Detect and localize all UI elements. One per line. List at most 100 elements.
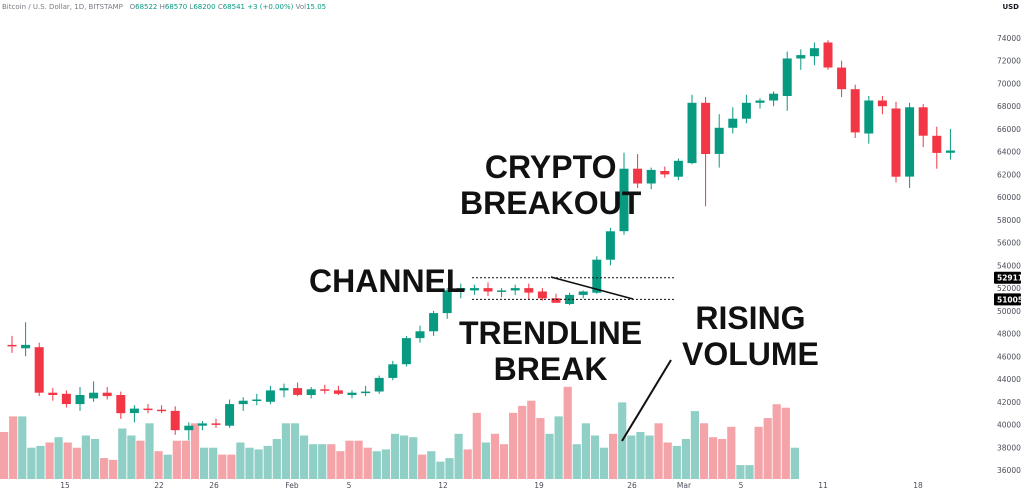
annotation-line: RISING — [695, 300, 806, 336]
volume-bar — [127, 435, 136, 479]
candle-body — [374, 377, 384, 392]
volume-bar — [390, 433, 400, 479]
candle-body — [877, 100, 887, 107]
volume-bar — [109, 459, 118, 479]
change-value: +3 (+0.00%) — [247, 3, 294, 11]
candle-body — [415, 331, 425, 339]
volume-bar — [90, 439, 100, 479]
volume-bar — [481, 442, 490, 479]
candle-body — [21, 344, 31, 349]
candle-body — [116, 395, 126, 414]
volume-bar — [709, 437, 718, 479]
volume-bar — [354, 440, 363, 479]
trendline — [550, 276, 634, 300]
volume-bar — [454, 433, 463, 479]
candle-body — [320, 389, 330, 391]
candle-body — [469, 288, 479, 291]
volume-bar — [209, 447, 218, 479]
volume-bar — [663, 442, 672, 479]
volume-bar — [527, 400, 536, 479]
volume-bar — [81, 435, 90, 479]
price-tag-label: 51005 — [997, 295, 1023, 304]
volume-bar — [45, 442, 54, 479]
time-tick-label: Feb — [285, 481, 299, 490]
candle-body — [592, 259, 602, 293]
price-tick-label: 38000 — [997, 443, 1021, 452]
volume-bar — [218, 454, 227, 479]
candle-body — [497, 290, 507, 292]
candle-body — [687, 102, 697, 164]
candle-body — [61, 393, 71, 404]
volume-bar — [345, 440, 354, 479]
candle-body — [782, 58, 792, 96]
rising-volume-line — [621, 359, 672, 442]
volume-bar — [636, 432, 645, 479]
price-tick-label: 58000 — [997, 216, 1021, 225]
volume-bar — [400, 435, 409, 479]
annotation-line: BREAK — [493, 350, 608, 387]
price-tick-label: 44000 — [997, 375, 1021, 384]
volume-bar — [627, 435, 636, 479]
volume-bar — [718, 439, 727, 479]
volume-bar — [599, 447, 609, 479]
price-tick-label: 56000 — [997, 239, 1021, 248]
candle-body — [252, 399, 262, 401]
time-tick-label: 11 — [818, 481, 828, 490]
price-tick-label: 70000 — [997, 80, 1021, 89]
time-tick-label: 26 — [209, 481, 219, 490]
volume-bar — [18, 416, 27, 479]
candle-body — [537, 291, 547, 299]
volume-bar — [572, 444, 581, 479]
high-value: 68570 — [164, 3, 188, 11]
candle-body — [225, 404, 235, 426]
candle-body — [293, 388, 303, 395]
candle-body — [34, 347, 44, 393]
volume-bar — [100, 458, 109, 479]
candle-body — [864, 100, 874, 134]
volume-bar — [509, 412, 518, 479]
candle-body — [769, 93, 779, 101]
candle-body — [619, 168, 629, 232]
candle-body — [347, 392, 357, 395]
rising-volume-annotation: RISING VOLUME — [682, 300, 819, 373]
candle-body — [741, 102, 751, 119]
price-axis: 36000 38000 40000 42000 44000 46000 48000 50000… — [997, 34, 1021, 475]
currency-label[interactable]: USD — [1002, 3, 1019, 11]
candle-body — [809, 48, 819, 57]
candle-body — [333, 390, 343, 394]
candle-body — [170, 410, 180, 431]
candle-body — [306, 389, 316, 395]
candle-body — [605, 231, 615, 260]
volume-bar — [609, 433, 618, 479]
candle-body — [401, 338, 411, 365]
candle-body — [728, 118, 738, 128]
candle-body — [646, 169, 656, 184]
volume-bar — [645, 435, 654, 479]
candle-body — [102, 392, 112, 397]
candle-body — [143, 408, 153, 411]
volume-bar — [145, 423, 154, 479]
volume-bar — [318, 444, 327, 479]
candle-body — [388, 364, 398, 378]
volume-bar — [418, 454, 427, 479]
volume-bar — [672, 445, 681, 479]
candle-body — [442, 290, 452, 314]
time-tick-label: 5 — [347, 481, 352, 490]
volume-bar — [563, 386, 572, 479]
candles — [7, 40, 955, 441]
volume-bar — [136, 440, 145, 479]
price-tick-label: 62000 — [997, 170, 1021, 179]
volume-bar — [381, 449, 390, 479]
volume-bar — [681, 439, 690, 479]
open-label: O — [129, 3, 136, 11]
volume-bar — [254, 449, 263, 479]
annotation-line: CRYPTO — [484, 149, 617, 185]
candle-body — [578, 291, 588, 295]
candle-body — [211, 423, 221, 425]
volume-bar — [545, 433, 554, 479]
candle-body — [945, 150, 955, 153]
volume-bar — [590, 435, 600, 479]
volume-bar — [200, 447, 209, 479]
candle-body — [714, 127, 724, 154]
